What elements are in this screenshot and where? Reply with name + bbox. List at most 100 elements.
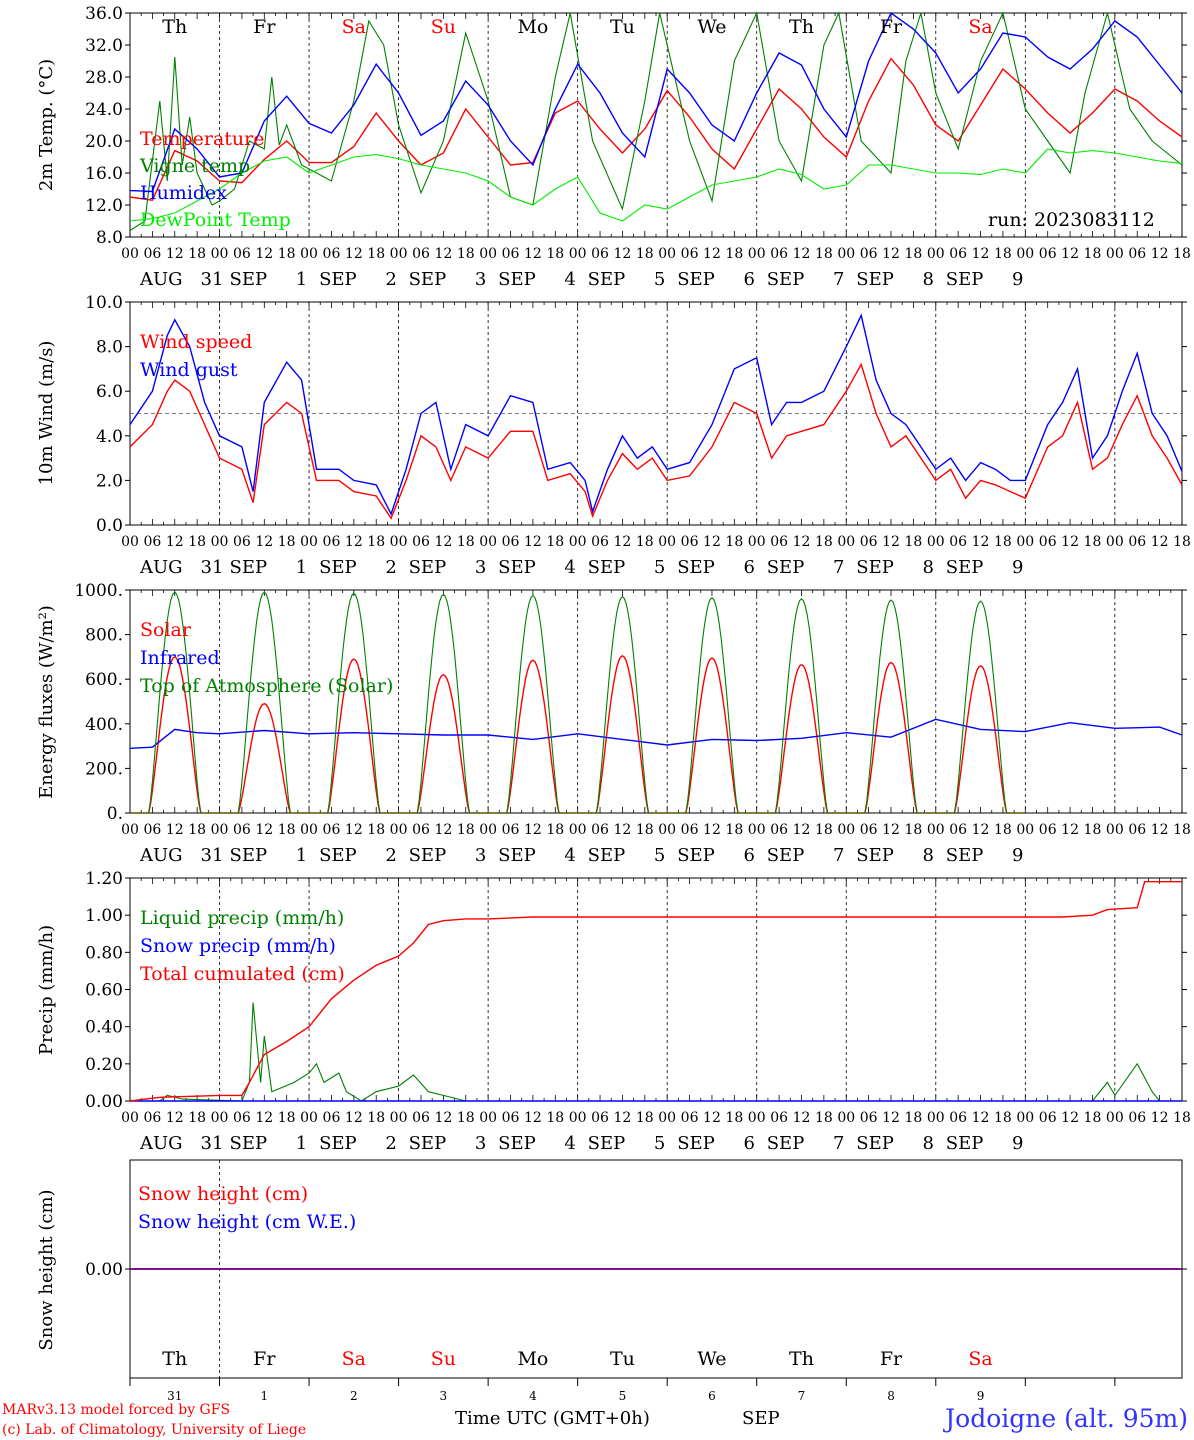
x-date-day: 2	[385, 845, 396, 866]
series-line-liquid-precip-mm-h-	[130, 1002, 1182, 1102]
station-label: Jodoigne (alt. 95m)	[942, 1404, 1188, 1433]
x-date-month: AUG	[139, 1133, 183, 1154]
legend-wind-gust: Wind gust	[140, 359, 238, 381]
x-hour-label: 18	[278, 246, 296, 262]
x-hour-label: 18	[904, 822, 922, 838]
x-date-day: 9	[1012, 845, 1023, 866]
x-hour-label: 12	[166, 246, 184, 262]
x-hour-label: 18	[815, 822, 833, 838]
x-hour-label: 06	[770, 1110, 788, 1126]
legend-vigne-series: Vigne temp	[139, 155, 250, 177]
x-hour-label: 00	[748, 534, 766, 550]
x-hour-label: 06	[143, 822, 161, 838]
x-hour-label: 06	[143, 534, 161, 550]
x-date-day: 1	[296, 1133, 307, 1154]
x-hour-label: 00	[390, 534, 408, 550]
x-date-day: 7	[833, 269, 844, 290]
x-hour-label: 12	[255, 534, 273, 550]
day-number-bottom: 4	[529, 1389, 537, 1403]
x-hour-label: 06	[233, 1110, 251, 1126]
x-hour-label: 00	[479, 246, 497, 262]
x-hour-label: 12	[972, 822, 990, 838]
day-number-bottom: 8	[887, 1389, 895, 1403]
day-name-bottom: Th	[789, 1348, 814, 1370]
y-tick-label: 600.	[85, 670, 123, 690]
x-hour-label: 18	[457, 246, 475, 262]
x-date-month: SEP	[767, 269, 805, 290]
x-hour-label: 06	[1128, 534, 1146, 550]
y-tick-label: 32.0	[85, 36, 123, 56]
x-hour-label: 06	[770, 822, 788, 838]
x-hour-label: 18	[1084, 246, 1102, 262]
x-hour-label: 00	[1016, 534, 1034, 550]
x-hour-label: 12	[345, 1110, 363, 1126]
plot-frame-0	[129, 12, 1183, 238]
x-hour-label: 06	[502, 822, 520, 838]
x-date-month: SEP	[230, 269, 268, 290]
legend-liquid: Liquid precip (mm/h)	[140, 907, 344, 929]
y-axis-label-3: Precip (mm/h)	[36, 925, 57, 1055]
x-hour-label: 12	[434, 1110, 452, 1126]
x-hour-label: 06	[591, 534, 609, 550]
x-date-day: 9	[1012, 269, 1023, 290]
x-hour-label: 00	[479, 1110, 497, 1126]
x-date-day: 4	[564, 269, 575, 290]
x-date-day: 1	[296, 845, 307, 866]
x-date-day: 2	[385, 1133, 396, 1154]
x-hour-label: 18	[1173, 534, 1191, 550]
day-name-bottom: Fr	[880, 1348, 903, 1370]
y-tick-label: 0.0	[96, 516, 123, 536]
x-hour-label: 06	[412, 534, 430, 550]
x-hour-label: 18	[725, 1110, 743, 1126]
x-hour-label: 18	[994, 246, 1012, 262]
x-hour-label: 00	[390, 246, 408, 262]
day-name-bottom: Tu	[610, 1348, 635, 1370]
y-tick-label: 6.0	[96, 382, 123, 402]
x-date-month: SEP	[946, 269, 984, 290]
x-hour-label: 12	[972, 1110, 990, 1126]
series-line-total-cumulated-cm-	[129, 881, 1182, 1102]
x-hour-label: 12	[614, 534, 632, 550]
x-date-day: 2	[385, 557, 396, 578]
x-hour-label: 00	[569, 822, 587, 838]
x-hour-label: 18	[1173, 822, 1191, 838]
x-hour-label: 00	[569, 534, 587, 550]
x-hour-label: 12	[524, 534, 542, 550]
x-hour-label: 00	[927, 534, 945, 550]
day-name-bottom: Sa	[968, 1348, 992, 1370]
x-date-month: SEP	[588, 269, 626, 290]
x-hour-label: 18	[367, 822, 385, 838]
x-hour-label: 06	[860, 534, 878, 550]
plot-frame-2	[129, 589, 1183, 814]
x-hour-label: 06	[949, 534, 967, 550]
x-date-month: SEP	[588, 557, 626, 578]
x-hour-label: 00	[837, 822, 855, 838]
day-name-top: Sa	[342, 16, 366, 38]
x-date-day: 2	[385, 269, 396, 290]
x-hour-label: 18	[815, 246, 833, 262]
x-hour-label: 12	[524, 246, 542, 262]
run-label: run: 2023083112	[988, 209, 1155, 231]
x-hour-label: 12	[972, 534, 990, 550]
x-date-month: SEP	[409, 557, 447, 578]
x-hour-label: 00	[658, 534, 676, 550]
x-date-month: SEP	[319, 1133, 357, 1154]
x-date-day: 6	[743, 269, 754, 290]
x-hour-label: 12	[793, 246, 811, 262]
x-hour-label: 12	[1061, 246, 1079, 262]
x-date-month: SEP	[588, 845, 626, 866]
x-hour-label: 00	[300, 1110, 318, 1126]
x-hour-label: 12	[166, 1110, 184, 1126]
x-hour-label: 00	[121, 246, 139, 262]
legend-humidex-series: Humidex	[140, 182, 227, 204]
x-hour-label: 00	[121, 822, 139, 838]
x-hour-label: 18	[546, 822, 564, 838]
x-date-day: 31	[201, 1133, 224, 1154]
x-date-day: 6	[743, 845, 754, 866]
x-hour-label: 06	[1039, 534, 1057, 550]
x-hour-label: 18	[278, 822, 296, 838]
x-hour-label: 00	[748, 246, 766, 262]
x-date-month: SEP	[230, 1133, 268, 1154]
x-hour-label: 12	[1151, 246, 1169, 262]
x-date-month: SEP	[498, 1133, 536, 1154]
